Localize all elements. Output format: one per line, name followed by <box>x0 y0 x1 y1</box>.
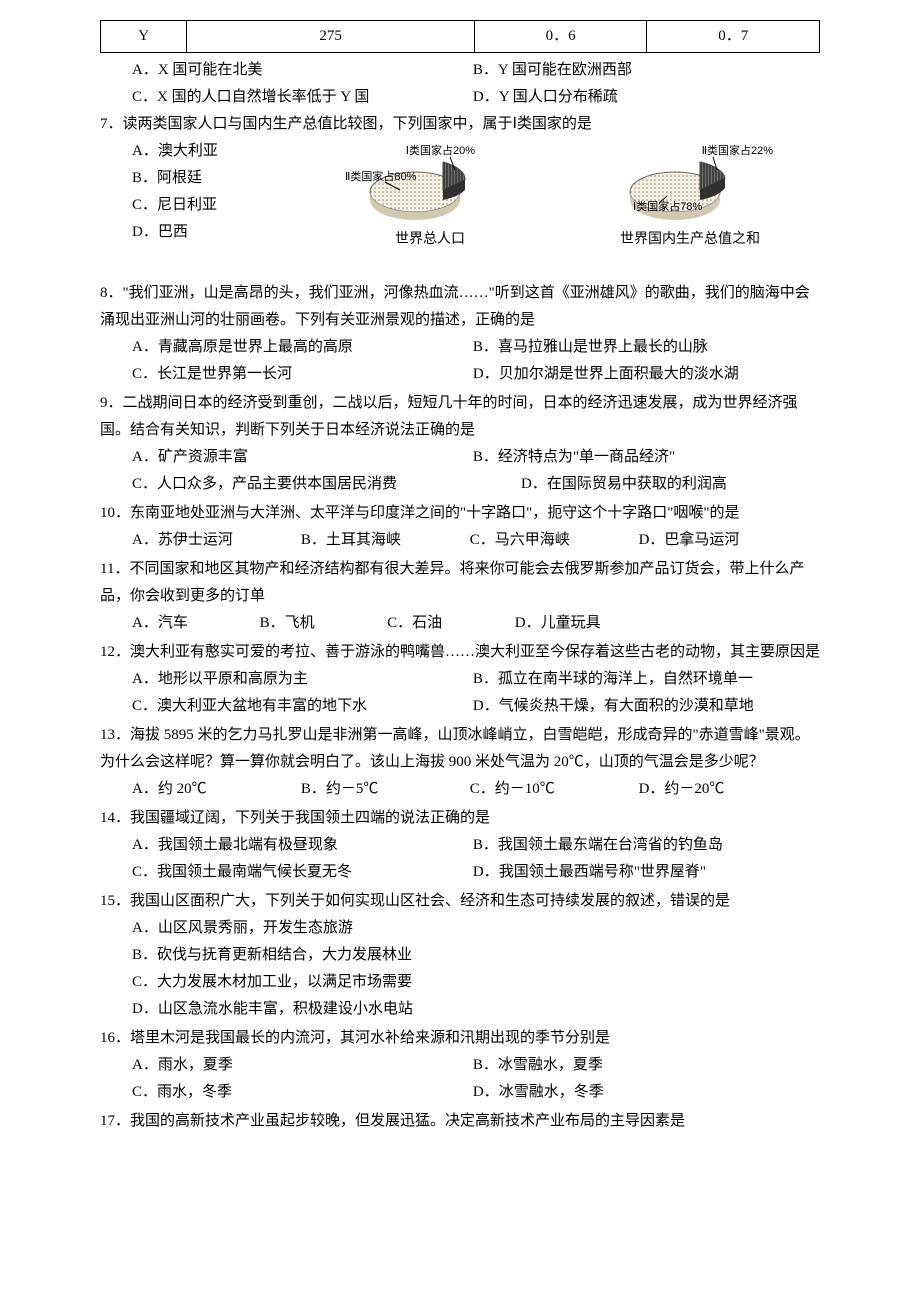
q8-opt-a: A．青藏高原是世界上最高的高原 <box>132 334 469 361</box>
q12-opt-a: A．地形以平原和高原为主 <box>132 666 469 693</box>
q16: 16．塔里木河是我国最长的内流河，其河水补给来源和汛期出现的季节分别是 A．雨水… <box>100 1025 820 1106</box>
q10-opt-c: C．马六甲海峡 <box>470 527 635 554</box>
cell-y: Y <box>101 21 187 53</box>
q16-stem: 16．塔里木河是我国最长的内流河，其河水补给来源和汛期出现的季节分别是 <box>100 1025 820 1052</box>
q8-opt-c: C．长江是世界第一长河 <box>132 361 469 388</box>
q14: 14．我国疆域辽阔，下列关于我国领土四端的说法正确的是 A．我国领土最北端有极昼… <box>100 805 820 886</box>
q15-opt-b: B．砍伐与抚育更新相结合，大力发展林业 <box>100 942 820 969</box>
q17-stem: 17．我国的高新技术产业虽起步较晚，但发展迅猛。决定高新技术产业布局的主导因素是 <box>100 1108 820 1135</box>
pie-gdp-label-left: Ⅰ类国家占78% <box>633 199 702 213</box>
q15: 15．我国山区面积广大，下列关于如何实现山区社会、经济和生态可持续发展的叙述，错… <box>100 888 820 1023</box>
q15-opt-d: D．山区急流水能丰富，积极建设小水电站 <box>100 996 820 1023</box>
q9: 9．二战期间日本的经济受到重创，二战以后，短短几十年的时间，日本的经济迅速发展，… <box>100 390 820 498</box>
q6-opt-c: C．X 国的人口自然增长率低于 Y 国 <box>132 84 469 111</box>
q13-opt-a: A．约 20℃ <box>132 776 297 803</box>
q11-opt-c: C．石油 <box>387 610 511 637</box>
q16-opt-c: C．雨水，冬季 <box>132 1079 469 1106</box>
q6-options-2: C．X 国的人口自然增长率低于 Y 国 D．Y 国人口分布稀疏 <box>100 84 820 111</box>
pie-population-svg: Ⅰ类国家占20% Ⅱ类国家占80% <box>345 142 515 222</box>
q8-stem: 8．"我们亚洲，山是高昂的头，我们亚洲，河像热血流……"听到这首《亚洲雄风》的歌… <box>100 280 820 334</box>
q9-opt-a: A．矿产资源丰富 <box>132 444 469 471</box>
q6-options: A．X 国可能在北美 B．Y 国可能在欧洲西部 <box>100 57 820 84</box>
pie-pop-label-top: Ⅰ类国家占20% <box>406 143 475 157</box>
q10-opt-a: A．苏伊士运河 <box>132 527 297 554</box>
q11-opt-b: B．飞机 <box>260 610 384 637</box>
q7-stem: 7．读两类国家人口与国内生产总值比较图，下列国家中，属于Ⅰ类国家的是 <box>100 111 820 138</box>
q14-opt-c: C．我国领土最南端气候长夏无冬 <box>132 859 469 886</box>
q13: 13．海拔 5895 米的乞力马扎罗山是非洲第一高峰，山顶冰峰峭立，白雪皑皑，形… <box>100 722 820 803</box>
pie-gdp: Ⅱ类国家占22% Ⅰ类国家占78% 世界国内生产总值之和 <box>605 142 775 251</box>
q10: 10．东南亚地处亚洲与大洋洲、太平洋与印度洋之间的"十字路口"，扼守这个十字路口… <box>100 500 820 554</box>
q12-opt-c: C．澳大利亚大盆地有丰富的地下水 <box>132 693 469 720</box>
pie-gdp-caption: 世界国内生产总值之和 <box>605 226 775 251</box>
q6-opt-b: B．Y 国可能在欧洲西部 <box>473 57 810 84</box>
q7-opt-a: A．澳大利亚 <box>100 138 300 165</box>
q13-opt-c: C．约－10℃ <box>470 776 635 803</box>
q9-opt-d: D．在国际贸易中获取的利润高 <box>521 471 810 498</box>
q9-opt-c: C．人口众多，产品主要供本国居民消费 <box>132 471 517 498</box>
pie-gdp-svg: Ⅱ类国家占22% Ⅰ类国家占78% <box>605 142 775 222</box>
q16-opt-a: A．雨水，夏季 <box>132 1052 469 1079</box>
q6-opt-a: A．X 国可能在北美 <box>132 57 469 84</box>
q6-opt-d: D．Y 国人口分布稀疏 <box>473 84 810 111</box>
q7-opt-c: C．尼日利亚 <box>100 192 300 219</box>
cell-06: 0．6 <box>474 21 647 53</box>
q11-opt-a: A．汽车 <box>132 610 256 637</box>
cell-07: 0．7 <box>647 21 820 53</box>
q15-stem: 15．我国山区面积广大，下列关于如何实现山区社会、经济和生态可持续发展的叙述，错… <box>100 888 820 915</box>
q7-charts: Ⅰ类国家占20% Ⅱ类国家占80% 世界总人口 <box>300 138 820 251</box>
q10-opt-b: B．土耳其海峡 <box>301 527 466 554</box>
q7: 7．读两类国家人口与国内生产总值比较图，下列国家中，属于Ⅰ类国家的是 A．澳大利… <box>100 111 820 251</box>
q13-opt-b: B．约－5℃ <box>301 776 466 803</box>
q12-opt-d: D．气候炎热干燥，有大面积的沙漠和草地 <box>473 693 810 720</box>
q11-opt-d: D．儿童玩具 <box>515 610 680 637</box>
q7-opt-b: B．阿根廷 <box>100 165 300 192</box>
q8: 8．"我们亚洲，山是高昂的头，我们亚洲，河像热血流……"听到这首《亚洲雄风》的歌… <box>100 280 820 388</box>
q14-opt-a: A．我国领土最北端有极昼现象 <box>132 832 469 859</box>
q11: 11．不同国家和地区其物产和经济结构都有很大差异。将来你可能会去俄罗斯参加产品订… <box>100 556 820 637</box>
xy-table: Y 275 0．6 0．7 <box>100 20 820 53</box>
q11-stem: 11．不同国家和地区其物产和经济结构都有很大差异。将来你可能会去俄罗斯参加产品订… <box>100 556 820 610</box>
q14-opt-b: B．我国领土最东端在台湾省的钓鱼岛 <box>473 832 810 859</box>
q12: 12．澳大利亚有憨实可爱的考拉、善于游泳的鸭嘴兽……澳大利亚至今保存着这些古老的… <box>100 639 820 720</box>
q15-opt-a: A．山区风景秀丽，开发生态旅游 <box>100 915 820 942</box>
q8-opt-d: D．贝加尔湖是世界上面积最大的淡水湖 <box>473 361 810 388</box>
q14-stem: 14．我国疆域辽阔，下列关于我国领土四端的说法正确的是 <box>100 805 820 832</box>
q13-opt-d: D．约－20℃ <box>639 776 804 803</box>
q10-opt-d: D．巴拿马运河 <box>639 527 804 554</box>
q9-stem: 9．二战期间日本的经济受到重创，二战以后，短短几十年的时间，日本的经济迅速发展，… <box>100 390 820 444</box>
q17: 17．我国的高新技术产业虽起步较晚，但发展迅猛。决定高新技术产业布局的主导因素是 <box>100 1108 820 1135</box>
q13-stem: 13．海拔 5895 米的乞力马扎罗山是非洲第一高峰，山顶冰峰峭立，白雪皑皑，形… <box>100 722 820 776</box>
q14-opt-d: D．我国领土最西端号称"世界屋脊" <box>473 859 810 886</box>
q12-stem: 12．澳大利亚有憨实可爱的考拉、善于游泳的鸭嘴兽……澳大利亚至今保存着这些古老的… <box>100 639 820 666</box>
pie-population: Ⅰ类国家占20% Ⅱ类国家占80% 世界总人口 <box>345 142 515 251</box>
q16-opt-b: B．冰雪融水，夏季 <box>473 1052 810 1079</box>
q7-opt-d: D．巴西 <box>100 219 300 246</box>
q10-stem: 10．东南亚地处亚洲与大洋洲、太平洋与印度洋之间的"十字路口"，扼守这个十字路口… <box>100 500 820 527</box>
pie-pop-caption: 世界总人口 <box>345 226 515 251</box>
q8-opt-b: B．喜马拉雅山是世界上最长的山脉 <box>473 334 810 361</box>
pie-gdp-label-top: Ⅱ类国家占22% <box>702 143 774 157</box>
cell-275: 275 <box>187 21 475 53</box>
q16-opt-d: D．冰雪融水，冬季 <box>473 1079 810 1106</box>
q12-opt-b: B．孤立在南半球的海洋上，自然环境单一 <box>473 666 810 693</box>
q9-opt-b: B．经济特点为"单一商品经济" <box>473 444 810 471</box>
q15-opt-c: C．大力发展木材加工业，以满足市场需要 <box>100 969 820 996</box>
pie-pop-label-left: Ⅱ类国家占80% <box>345 169 417 183</box>
